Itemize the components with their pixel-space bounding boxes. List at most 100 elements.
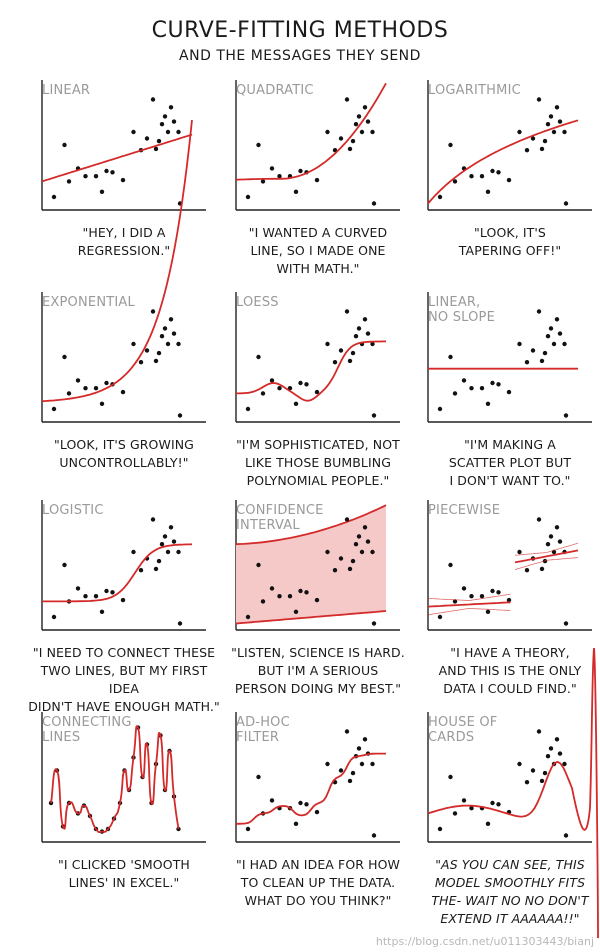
fit-segment-band (514, 542, 579, 556)
data-point (338, 768, 344, 773)
data-point (353, 122, 359, 127)
data-point (490, 800, 495, 806)
panel-caption: "LOOK, IT'S GROWING UNCONTROLLABLY!" (54, 437, 194, 470)
data-point (554, 317, 560, 322)
data-point (353, 542, 359, 547)
data-point (524, 148, 530, 153)
fit-curve (41, 133, 193, 183)
data-point (110, 170, 115, 175)
data-point (517, 341, 522, 347)
data-point (353, 334, 359, 339)
data-point (452, 599, 458, 604)
data-point (524, 780, 530, 785)
data-point (536, 517, 542, 522)
fit-segment-band (427, 593, 511, 602)
data-point (298, 800, 303, 806)
data-point (66, 179, 72, 184)
data-point (545, 754, 551, 759)
data-point (304, 590, 309, 595)
data-point (176, 549, 181, 555)
data-point (120, 597, 126, 603)
data-point (153, 358, 159, 364)
data-point (66, 391, 72, 396)
fit-segment (514, 549, 579, 564)
panel-caption: "AS YOU CAN SEE, THIS MODEL SMOOTHLY FIT… (431, 857, 589, 926)
panel-label: LOESS (236, 295, 279, 310)
data-point (539, 358, 545, 364)
panel-ad-hoc-filter: AD-HOC FILTER (228, 712, 408, 846)
data-point (563, 833, 569, 838)
data-point (437, 826, 443, 832)
data-point (479, 594, 485, 599)
data-point (344, 309, 350, 314)
data-point (362, 737, 368, 742)
data-point (545, 334, 551, 339)
data-point (496, 382, 501, 387)
data-point (536, 729, 542, 734)
data-point (51, 194, 57, 200)
panel-linear-no-slope: LINEAR, NO SLOPE (420, 292, 600, 426)
panel-caption: "I NEED TO CONNECT THESE TWO LINES, BUT … (28, 645, 220, 714)
data-point (75, 378, 81, 383)
data-point (138, 568, 144, 573)
plot-loess (235, 292, 400, 423)
data-point (168, 105, 174, 110)
data-point (365, 119, 371, 124)
data-point (562, 761, 567, 767)
data-point (506, 597, 512, 603)
panel-label: LOGISTIC (42, 503, 104, 518)
data-point (99, 401, 105, 406)
data-point (359, 549, 365, 555)
data-point (110, 590, 115, 595)
plot-logarithmic (427, 80, 592, 211)
data-point (165, 129, 171, 135)
fit-curve (41, 119, 193, 403)
data-point (150, 309, 156, 314)
panel-label: CONNECTING LINES (42, 715, 132, 745)
data-point (269, 166, 275, 171)
data-point (62, 562, 67, 568)
data-point (539, 146, 545, 152)
panel-label: LOGARITHMIC (428, 83, 521, 98)
data-point (452, 391, 458, 396)
data-point (338, 556, 344, 561)
fit-segment-band (427, 607, 511, 616)
data-point (256, 354, 261, 360)
data-point (51, 614, 57, 620)
panel-caption: "I CLICKED 'SMOOTH LINES' IN EXCEL." (58, 857, 190, 890)
fit-curve (236, 752, 386, 825)
data-point (548, 746, 554, 751)
data-point (338, 348, 344, 353)
data-point (162, 534, 168, 539)
data-point (437, 194, 443, 200)
confidence-band (236, 505, 386, 624)
data-point (485, 189, 491, 194)
panel-caption: "LISTEN, SCIENCE IS HARD. BUT I'M A SERI… (231, 645, 405, 696)
data-point (138, 360, 144, 365)
data-point (350, 770, 356, 776)
band-lower-line (235, 610, 387, 625)
panel-label: EXPONENTIAL (42, 295, 135, 310)
data-point (304, 802, 309, 807)
data-point (469, 386, 474, 391)
data-point (548, 114, 554, 119)
data-point (496, 170, 501, 175)
data-point (524, 568, 530, 573)
fit-segment (427, 601, 511, 608)
fit-curve (427, 647, 599, 939)
data-point (260, 391, 266, 396)
data-point (545, 542, 551, 547)
data-point (332, 360, 338, 365)
data-point (131, 341, 136, 347)
data-point (159, 542, 165, 547)
data-point (131, 549, 136, 555)
data-point (269, 798, 275, 803)
watermark: https://blog.csdn.net/u011303443/bianj (375, 935, 594, 948)
data-point (314, 809, 320, 815)
data-point (176, 341, 181, 347)
data-point (359, 761, 365, 767)
data-point (165, 341, 171, 347)
data-point (448, 142, 453, 148)
data-point (325, 761, 330, 767)
data-point (298, 168, 303, 174)
